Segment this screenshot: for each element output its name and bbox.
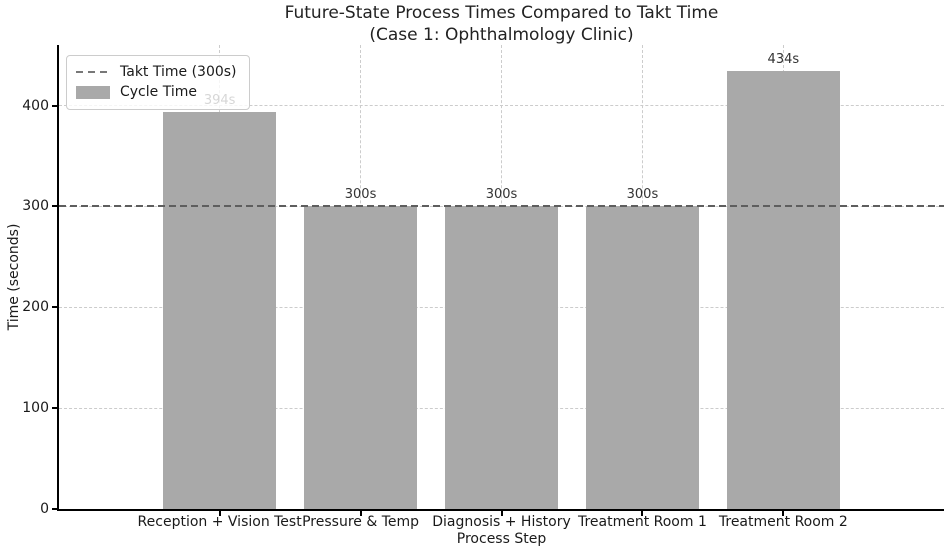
- left-spine: [57, 45, 59, 511]
- x-tick: [641, 511, 644, 516]
- bar: [163, 111, 277, 509]
- x-tick: [782, 511, 785, 516]
- legend: Takt Time (300s) Cycle Time: [66, 55, 250, 110]
- bar: [304, 206, 417, 509]
- bar-value-label: 300s: [626, 187, 659, 203]
- bar-value-label: 300s: [485, 187, 518, 203]
- y-tick: [52, 205, 57, 208]
- y-tick-label: 300: [22, 198, 49, 215]
- chart-title-line-1: Future-State Process Times Compared to T…: [284, 3, 719, 23]
- bar: [445, 206, 558, 509]
- y-tick: [52, 104, 57, 107]
- x-tick: [218, 511, 221, 516]
- x-tick-label: Treatment Room 2: [718, 514, 848, 530]
- takt-line: [59, 205, 944, 208]
- x-tick-label: Pressure & Temp: [302, 514, 420, 530]
- bar-value-label: 300s: [344, 187, 377, 203]
- y-tick: [52, 508, 57, 510]
- legend-entry-cycle-time: Cycle Time: [76, 82, 237, 102]
- y-tick: [52, 407, 57, 410]
- x-tick-label: Reception + Vision Test: [137, 514, 302, 530]
- y-tick: [52, 306, 57, 309]
- x-tick-label: Diagnosis + History: [432, 514, 571, 530]
- x-tick: [359, 511, 362, 516]
- y-tick-label: 100: [22, 400, 49, 417]
- y-tick-label: 200: [22, 299, 49, 316]
- y-tick-label: 400: [22, 97, 49, 114]
- dashed-line-swatch: [76, 71, 110, 73]
- bar-value-label: 434s: [767, 52, 800, 68]
- chart-title: Future-State Process Times Compared to T…: [59, 2, 944, 46]
- chart-title-line-2: (Case 1: Ophthalmology Clinic): [369, 25, 634, 45]
- legend-entry-takt-time: Takt Time (300s): [76, 62, 237, 82]
- bottom-spine: [57, 509, 944, 511]
- legend-label-cycle-time: Cycle Time: [120, 84, 197, 100]
- bar: [586, 206, 699, 509]
- x-tick-label: Treatment Room 1: [577, 514, 707, 530]
- y-tick-label: 0: [40, 501, 49, 517]
- x-axis-label: Process Step: [456, 531, 547, 547]
- bar: [726, 71, 840, 509]
- x-tick: [500, 511, 503, 516]
- bar-color-swatch: [76, 85, 110, 99]
- legend-label-takt-time: Takt Time (300s): [120, 64, 237, 80]
